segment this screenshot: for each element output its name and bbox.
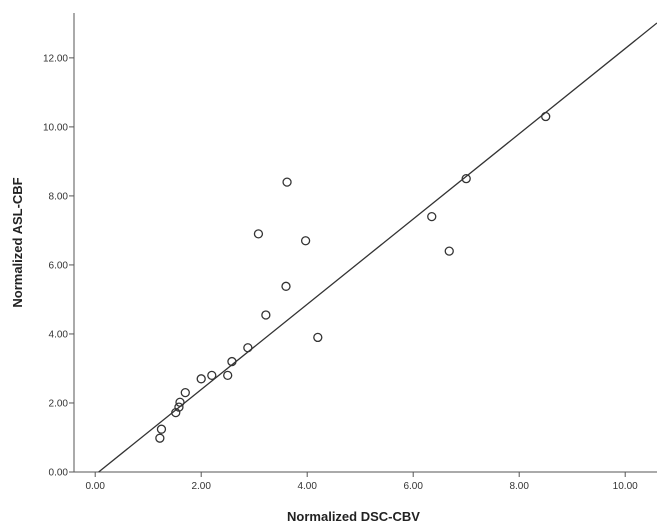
plot-area: 0.00 2.00 4.00 6.00 8.00 10.00 0.00 2.00 4.00 6.… — [43, 13, 657, 492]
data-point — [300, 236, 311, 246]
data-point — [196, 374, 206, 384]
x-tick-label: 4.00 — [297, 481, 317, 492]
data-point — [175, 397, 185, 407]
data-points — [155, 111, 551, 443]
fit-line — [98, 22, 657, 473]
y-axis-title: Normalized ASL-CBF — [10, 177, 25, 307]
data-point — [227, 356, 237, 367]
x-tick-label: 2.00 — [191, 481, 211, 492]
data-point — [155, 433, 165, 443]
data-point — [313, 332, 323, 343]
y-tick-label: 10.00 — [43, 122, 68, 133]
x-axis-title: Normalized DSC-CBV — [287, 509, 420, 524]
y-axis-ticks: 0.00 2.00 4.00 6.00 8.00 10.00 12.00 — [43, 53, 74, 479]
y-tick-label: 12.00 — [43, 53, 68, 64]
y-tick-label: 4.00 — [49, 329, 69, 340]
x-axis-ticks: 0.00 2.00 4.00 6.00 8.00 10.00 — [85, 472, 638, 492]
data-point — [281, 281, 291, 291]
x-tick-label: 10.00 — [613, 481, 638, 492]
y-tick-label: 8.00 — [49, 191, 69, 202]
fit-line-group — [98, 22, 657, 473]
data-point — [174, 402, 184, 412]
x-tick-label: 8.00 — [509, 481, 529, 492]
data-point — [156, 424, 167, 434]
data-point — [243, 343, 253, 353]
data-point — [461, 174, 471, 184]
y-tick-label: 2.00 — [49, 398, 69, 409]
x-tick-label: 0.00 — [85, 481, 105, 492]
data-point — [223, 370, 233, 381]
data-point — [261, 310, 271, 320]
data-point — [180, 387, 190, 398]
data-point — [282, 177, 292, 187]
data-point — [253, 229, 264, 239]
data-point — [541, 111, 551, 122]
y-tick-label: 0.00 — [49, 468, 69, 479]
data-point — [444, 246, 454, 256]
data-point — [207, 370, 217, 381]
data-point — [427, 211, 437, 222]
y-tick-label: 6.00 — [49, 260, 69, 271]
x-tick-label: 6.00 — [403, 481, 423, 492]
